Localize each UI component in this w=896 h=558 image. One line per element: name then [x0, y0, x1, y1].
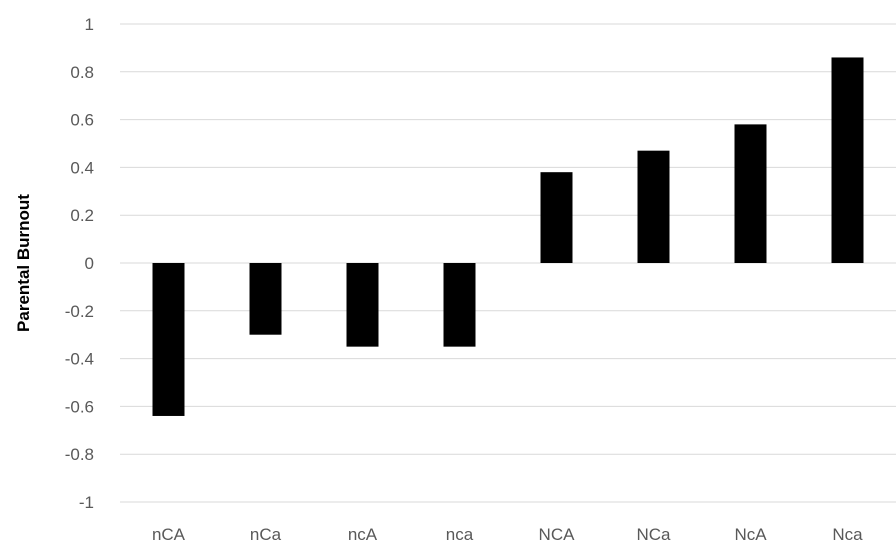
bar-nCA	[152, 263, 185, 416]
y-tick-label: -1	[79, 493, 94, 512]
x-category-label: nca	[446, 525, 474, 544]
bar-NCA	[540, 172, 573, 263]
bar-NCa	[637, 150, 670, 263]
bar-NcA	[734, 124, 767, 263]
bar-nCa	[249, 263, 282, 335]
y-tick-label: -0.4	[65, 350, 94, 369]
y-tick-label: -0.8	[65, 445, 94, 464]
y-tick-label: 0.6	[70, 111, 94, 130]
bars	[152, 57, 864, 416]
y-axis-title: Parental Burnout	[14, 194, 33, 332]
x-category-label: NCA	[539, 525, 576, 544]
x-category-labels: nCA nCa ncA nca NCA NCa NcA Nca	[152, 525, 863, 544]
x-category-label: NCa	[636, 525, 671, 544]
y-tick-label: 0.2	[70, 206, 94, 225]
y-tick-label: 0.8	[70, 63, 94, 82]
x-category-label: Nca	[832, 525, 863, 544]
y-tick-label: -0.2	[65, 302, 94, 321]
bar-nca	[443, 263, 476, 347]
bar-Nca	[831, 57, 864, 264]
x-category-label: ncA	[348, 525, 378, 544]
x-category-label: nCA	[152, 525, 186, 544]
y-tick-label: 0	[85, 254, 94, 273]
y-tick-label: 0.4	[70, 158, 94, 177]
y-tick-label: -0.6	[65, 397, 94, 416]
gridlines	[120, 23, 896, 503]
x-category-label: nCa	[250, 525, 282, 544]
x-category-label: NcA	[734, 525, 767, 544]
bar-ncA	[346, 263, 379, 347]
y-tick-labels: 1 0.8 0.6 0.4 0.2 0 -0.2 -0.4 -0.6 -0.8 -1	[65, 15, 94, 512]
y-tick-label: 1	[85, 15, 94, 34]
